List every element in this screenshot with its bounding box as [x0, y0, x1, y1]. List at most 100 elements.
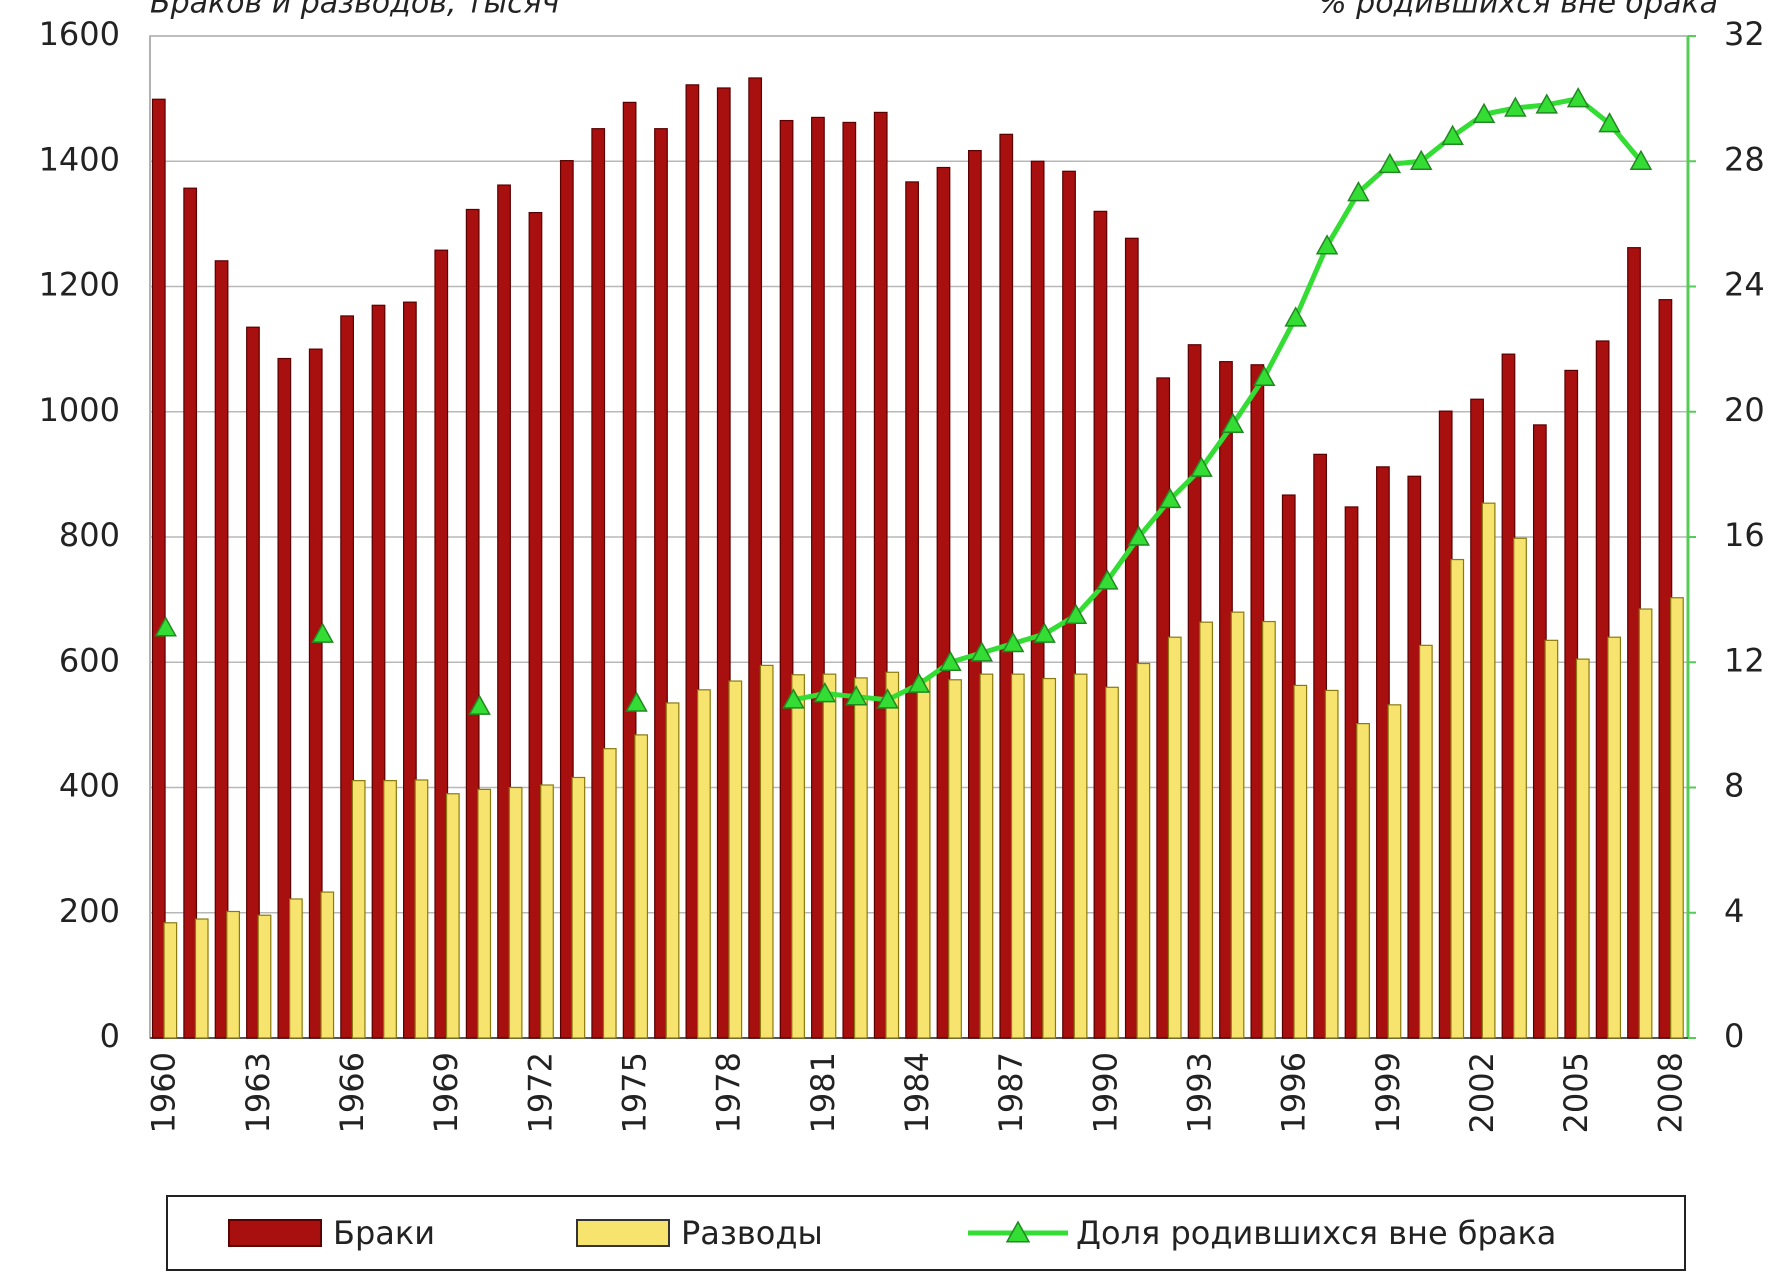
bar — [1230, 611, 1245, 1039]
bar — [779, 119, 794, 1039]
line-marker — [1629, 149, 1653, 170]
bar — [1470, 398, 1484, 1039]
bar — [1513, 537, 1527, 1039]
line-marker — [1472, 102, 1496, 124]
bar — [622, 101, 637, 1039]
bar — [916, 677, 931, 1039]
bar — [214, 260, 229, 1039]
line-marker — [844, 685, 868, 706]
bar — [340, 315, 354, 1039]
line-marker — [1001, 631, 1025, 653]
bar — [685, 84, 700, 1039]
line-marker — [625, 691, 648, 712]
bar — [1187, 344, 1202, 1039]
line-marker — [1158, 487, 1182, 509]
bar — [1093, 210, 1108, 1039]
x-tick-label: 1990 — [1086, 1052, 1124, 1133]
line-marker — [1127, 525, 1150, 546]
bar — [1010, 673, 1025, 1039]
y2-tick-label: 0 — [1724, 1017, 1744, 1055]
line-marker — [1409, 149, 1433, 170]
line-marker — [1378, 152, 1402, 174]
y2-tick-label: 32 — [1724, 15, 1765, 53]
line-marker — [1221, 412, 1245, 434]
x-tick-label: 1972 — [521, 1052, 559, 1133]
line-marker — [1598, 112, 1621, 133]
bar — [477, 788, 492, 1039]
bar — [151, 98, 166, 1039]
y-tick-label: 600 — [59, 641, 120, 679]
line — [792, 95, 1643, 703]
bar — [1281, 494, 1296, 1039]
bar — [822, 673, 837, 1039]
x-tick-label: 2008 — [1651, 1052, 1689, 1133]
x-tick-label: 1993 — [1180, 1052, 1218, 1133]
x-tick-label: 1999 — [1369, 1052, 1407, 1133]
line-marker — [1190, 456, 1213, 477]
bar — [905, 181, 919, 1039]
bar — [194, 918, 209, 1039]
line-marker — [1441, 124, 1464, 145]
bar — [320, 891, 335, 1039]
bar — [226, 910, 240, 1039]
line-marker — [1347, 181, 1370, 202]
bar — [1438, 410, 1453, 1039]
bar — [1450, 558, 1465, 1039]
bar — [1418, 644, 1433, 1039]
bar — [665, 702, 680, 1039]
legend-label: Доля родившихся вне брака — [1076, 1214, 1556, 1252]
bar — [1638, 608, 1653, 1039]
bar — [1042, 677, 1057, 1039]
bar — [1219, 361, 1233, 1039]
bar — [1030, 160, 1045, 1039]
bar — [1627, 247, 1641, 1039]
bar — [308, 348, 323, 1039]
y-tick-label: 200 — [59, 892, 120, 930]
bar — [571, 776, 586, 1039]
y2-tick-label: 8 — [1724, 767, 1744, 805]
x-tick-label: 1975 — [616, 1052, 654, 1133]
y-tick-label: 800 — [59, 516, 120, 554]
bar — [434, 249, 449, 1039]
bar — [948, 679, 962, 1039]
bar — [403, 301, 417, 1039]
bar — [1105, 686, 1119, 1039]
bar — [383, 780, 397, 1039]
y2-tick-label: 28 — [1724, 140, 1765, 178]
line-marker — [1096, 569, 1119, 590]
line-marker — [1535, 93, 1559, 114]
bar — [1575, 658, 1590, 1039]
bar — [634, 734, 649, 1039]
bar — [257, 914, 272, 1039]
legend-box — [166, 1195, 1686, 1271]
x-tick-label: 1984 — [898, 1052, 936, 1133]
y-tick-label: 1600 — [39, 15, 120, 53]
bar — [1124, 237, 1139, 1039]
legend-swatch — [228, 1219, 322, 1247]
x-tick-label: 1996 — [1275, 1052, 1313, 1133]
x-tick-label: 1981 — [804, 1052, 842, 1133]
x-tick-label: 1978 — [710, 1052, 748, 1133]
legend-label: Разводы — [681, 1214, 823, 1252]
bar — [1313, 453, 1328, 1039]
line-marker — [468, 694, 491, 715]
bar — [540, 784, 554, 1039]
bar — [1607, 636, 1622, 1039]
bar — [716, 87, 731, 1039]
x-tick-label: 2002 — [1463, 1052, 1501, 1133]
bar — [1595, 340, 1610, 1039]
bar — [508, 786, 523, 1039]
bar — [1544, 639, 1559, 1039]
line-marker — [1315, 234, 1339, 255]
bar — [414, 779, 429, 1039]
bar — [1356, 723, 1370, 1039]
bar — [1156, 377, 1171, 1039]
bar — [697, 689, 711, 1039]
line-marker — [1064, 603, 1088, 625]
y-tick-label: 400 — [59, 767, 120, 805]
bar — [1670, 597, 1684, 1039]
y2-axis-title: % родившихся вне брака — [1318, 0, 1718, 21]
bar — [371, 304, 386, 1039]
bar — [728, 680, 743, 1039]
